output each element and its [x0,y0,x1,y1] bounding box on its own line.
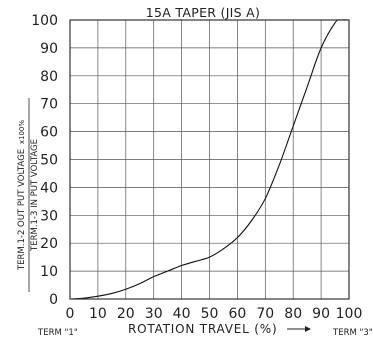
taper-curve [69,19,350,300]
y-tick-label: 70 [40,97,58,113]
y-tick-label: 50 [40,153,58,169]
x-tick-label: 10 [89,306,107,322]
y-tick-label: 20 [40,236,58,252]
y-axis-label-output: TERM.1-2 OUT PUT VOLTAGE x100% [17,120,27,271]
x-tick-label: 50 [201,306,219,322]
y-tick-label: 10 [40,264,58,280]
term-right-label: TERM "3" [332,328,373,338]
x-tick-label: 40 [173,306,191,322]
x-tick-label: 90 [312,306,330,322]
x-tick-label: 0 [66,306,75,322]
y-tick-labels: 0 10 20 30 40 50 60 70 80 90 100 [31,13,58,308]
x-axis-label: ROTATION TRAVEL (%) [128,322,277,336]
x-tick-label: 80 [284,306,302,322]
x-tick-label: 30 [145,306,163,322]
term-left-label: TERM "1" [37,328,78,338]
chart-title: 15A TAPER (JIS A) [146,5,260,20]
x-tick-label: 60 [228,306,246,322]
y-tick-label: 100 [31,13,58,29]
y-tick-label: 40 [40,180,58,196]
x-tick-label: 70 [256,306,274,322]
y-tick-label: 90 [40,41,58,57]
x-tick-label: 20 [117,306,135,322]
y-tick-label: 30 [40,208,58,224]
y-axis-label-input: TERM.1-3 IN PUT VOLTAGE [30,139,40,252]
y-tick-label: 60 [40,125,58,141]
x-tick-label: 100 [336,306,363,322]
y-tick-label: 80 [40,69,58,85]
plot-frame [69,19,350,300]
x-axis-arrow [287,326,311,332]
y-tick-label: 0 [49,292,58,308]
x-tick-labels: 0 10 20 30 40 50 60 70 80 90 100 [66,306,363,322]
